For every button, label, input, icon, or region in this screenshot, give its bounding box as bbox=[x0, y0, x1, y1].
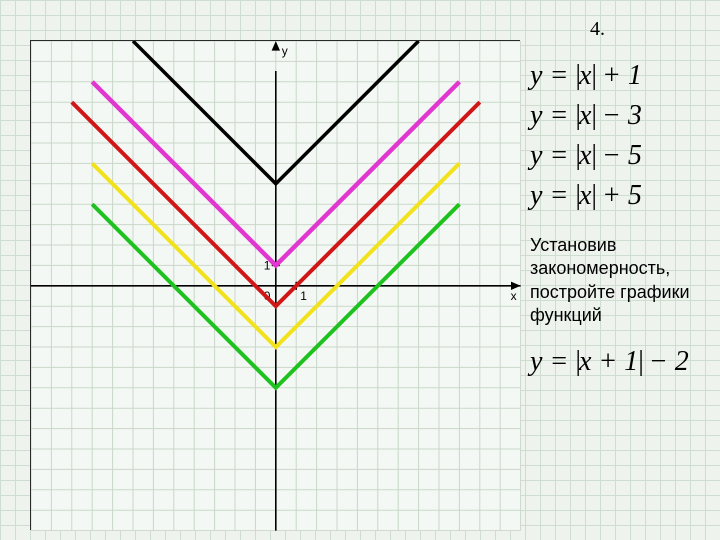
equation-list: y = |x| + 1 y = |x| − 3 y = |x| − 5 y = … bbox=[530, 60, 720, 212]
equation-1: y = |x| + 1 bbox=[530, 60, 720, 92]
final-equation: y = |x + 1| − 2 bbox=[530, 346, 720, 378]
equation-3: y = |x| − 5 bbox=[530, 140, 720, 172]
instruction-text: Установив закономерность, постройте граф… bbox=[530, 234, 720, 328]
chart-area: yx011 bbox=[30, 40, 520, 530]
svg-text:x: x bbox=[511, 289, 517, 303]
chart-svg: yx011 bbox=[31, 41, 521, 531]
svg-text:y: y bbox=[282, 44, 288, 58]
page: 4. yx011 y = |x| + 1 y = |x| − 3 y = |x|… bbox=[0, 0, 720, 540]
equation-4: y = |x| + 5 bbox=[530, 180, 720, 212]
right-panel: y = |x| + 1 y = |x| − 3 y = |x| − 5 y = … bbox=[530, 0, 720, 540]
svg-text:1: 1 bbox=[300, 289, 307, 303]
equation-2: y = |x| − 3 bbox=[530, 100, 720, 132]
